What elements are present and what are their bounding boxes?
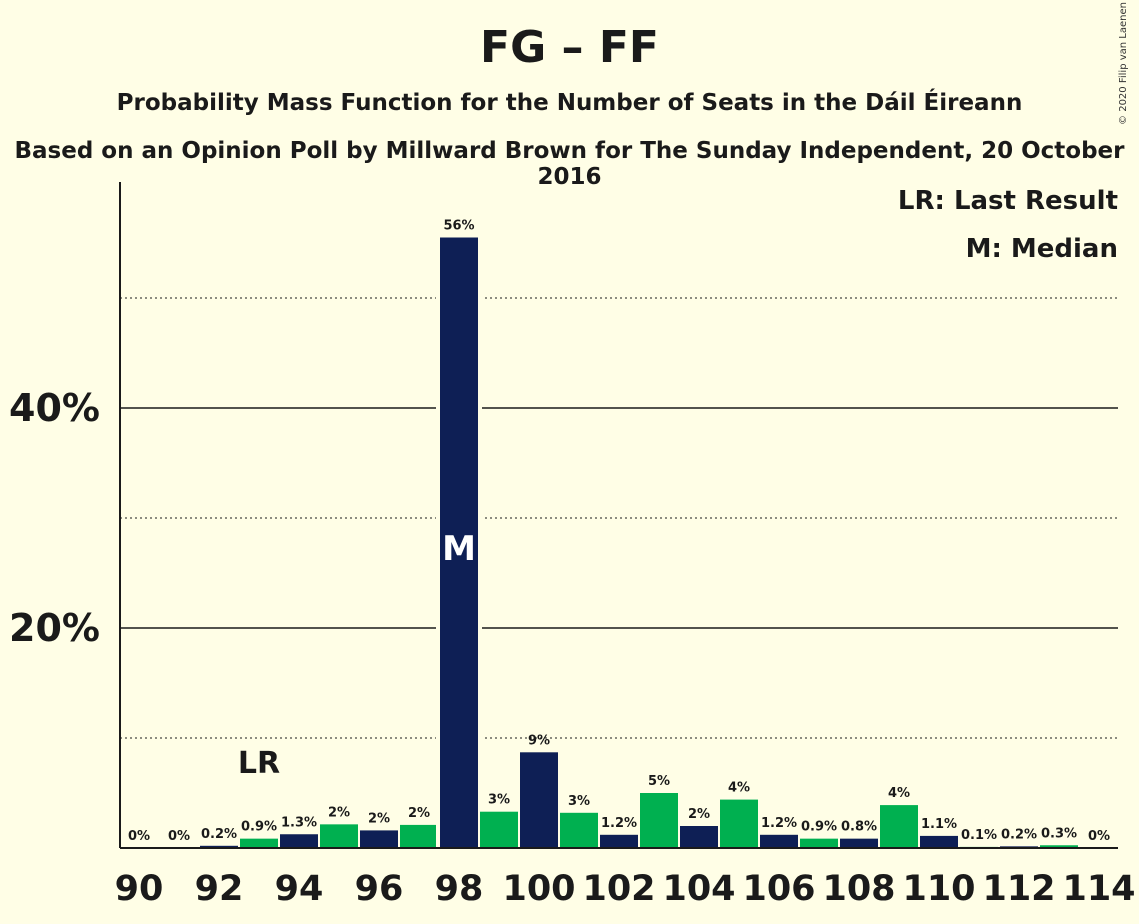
x-tick-label: 90 bbox=[115, 869, 164, 909]
value-label-111: 0.1% bbox=[961, 828, 997, 843]
x-tick-label: 98 bbox=[435, 869, 484, 909]
median-marker: M bbox=[442, 529, 476, 569]
value-label-110: 1.1% bbox=[921, 817, 957, 832]
value-label-97: 2% bbox=[408, 806, 430, 821]
bar-93 bbox=[240, 838, 278, 848]
value-label-93: 0.9% bbox=[241, 820, 277, 835]
value-label-96: 2% bbox=[368, 811, 390, 826]
value-label-95: 2% bbox=[328, 805, 350, 820]
value-label-94: 1.3% bbox=[281, 815, 317, 830]
bar-98 bbox=[440, 237, 478, 848]
bar-105 bbox=[720, 799, 758, 848]
value-label-90: 0% bbox=[128, 829, 150, 844]
value-label-112: 0.2% bbox=[1001, 827, 1037, 842]
bar-92 bbox=[200, 845, 238, 848]
x-tick-label: 112 bbox=[982, 869, 1055, 909]
y-tick-label: 20% bbox=[9, 606, 100, 650]
x-tick-label: 94 bbox=[275, 869, 324, 909]
chart-source: Based on an Opinion Poll by Millward Bro… bbox=[14, 138, 1125, 190]
x-tick-label: 108 bbox=[822, 869, 895, 909]
value-label-91: 0% bbox=[168, 829, 190, 844]
bar-103 bbox=[640, 793, 678, 848]
bar-99 bbox=[480, 811, 518, 848]
bar-104 bbox=[680, 826, 718, 848]
x-tick-label: 104 bbox=[662, 869, 735, 909]
bar-96 bbox=[360, 830, 398, 848]
bar-107 bbox=[800, 838, 838, 848]
y-tick-label: 40% bbox=[9, 386, 100, 430]
value-label-101: 3% bbox=[568, 794, 590, 809]
value-label-107: 0.9% bbox=[801, 820, 837, 835]
x-tick-label: 102 bbox=[582, 869, 655, 909]
x-tick-label: 110 bbox=[902, 869, 975, 909]
legend-last-result: LR: Last Result bbox=[898, 186, 1118, 216]
bar-95 bbox=[320, 824, 358, 848]
last-result-marker: LR bbox=[238, 746, 280, 781]
x-tick-label: 100 bbox=[502, 869, 575, 909]
value-label-99: 3% bbox=[488, 793, 510, 808]
bar-100 bbox=[520, 752, 558, 848]
value-label-98: 56% bbox=[443, 219, 474, 234]
value-label-102: 1.2% bbox=[601, 816, 637, 831]
bar-101 bbox=[560, 812, 598, 848]
bar-102 bbox=[600, 834, 638, 848]
bar-109 bbox=[880, 805, 918, 848]
value-label-113: 0.3% bbox=[1041, 826, 1077, 841]
value-label-106: 1.2% bbox=[761, 816, 797, 831]
x-tick-label: 92 bbox=[195, 869, 244, 909]
chart-title: FG – FF bbox=[480, 22, 659, 73]
value-label-92: 0.2% bbox=[201, 827, 237, 842]
value-label-108: 0.8% bbox=[841, 820, 877, 835]
value-label-103: 5% bbox=[648, 774, 670, 789]
value-label-104: 2% bbox=[688, 807, 710, 822]
bar-110 bbox=[920, 835, 958, 848]
value-label-105: 4% bbox=[728, 781, 750, 796]
legend-median: M: Median bbox=[966, 234, 1118, 264]
bar-113 bbox=[1040, 845, 1078, 848]
chart-subtitle: Probability Mass Function for the Number… bbox=[116, 90, 1023, 116]
value-label-114: 0% bbox=[1088, 829, 1110, 844]
x-tick-label: 96 bbox=[355, 869, 404, 909]
bar-106 bbox=[760, 834, 798, 848]
bar-94 bbox=[280, 834, 318, 848]
bar-108 bbox=[840, 838, 878, 848]
value-label-109: 4% bbox=[888, 786, 910, 801]
x-tick-label: 114 bbox=[1062, 869, 1135, 909]
x-tick-label: 106 bbox=[742, 869, 815, 909]
bar-97 bbox=[400, 824, 438, 848]
value-label-100: 9% bbox=[528, 733, 550, 748]
